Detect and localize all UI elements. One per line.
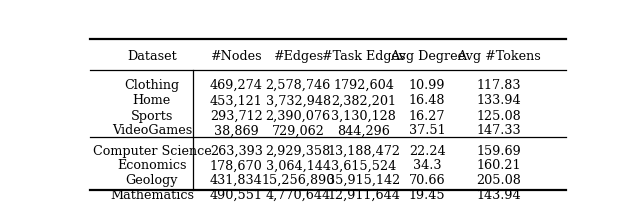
Text: Home: Home — [132, 95, 171, 107]
Text: #Task Edges: #Task Edges — [322, 50, 406, 63]
Text: 34.3: 34.3 — [413, 159, 442, 172]
Text: 15,256,890: 15,256,890 — [262, 174, 335, 187]
Text: 117.83: 117.83 — [477, 79, 522, 92]
Text: 19.45: 19.45 — [409, 189, 445, 202]
Text: 3,064,144: 3,064,144 — [266, 159, 331, 172]
Text: Dataset: Dataset — [127, 50, 177, 63]
Text: 38,869: 38,869 — [214, 124, 259, 137]
Text: 2,929,358: 2,929,358 — [266, 145, 331, 158]
Text: 35,915,142: 35,915,142 — [327, 174, 401, 187]
Text: 2,382,201: 2,382,201 — [332, 95, 396, 107]
Text: 125.08: 125.08 — [477, 110, 522, 123]
Text: 133.94: 133.94 — [477, 95, 522, 107]
Text: 147.33: 147.33 — [477, 124, 522, 137]
Text: 16.48: 16.48 — [409, 95, 445, 107]
Text: 263,393: 263,393 — [210, 145, 262, 158]
Text: 431,834: 431,834 — [210, 174, 262, 187]
Text: Economics: Economics — [117, 159, 187, 172]
Text: 453,121: 453,121 — [210, 95, 262, 107]
Text: 205.08: 205.08 — [477, 174, 522, 187]
Text: 3,130,128: 3,130,128 — [332, 110, 396, 123]
Text: #Nodes: #Nodes — [211, 50, 262, 63]
Text: 37.51: 37.51 — [409, 124, 445, 137]
Text: 293,712: 293,712 — [210, 110, 262, 123]
Text: Geology: Geology — [125, 174, 178, 187]
Text: 844,296: 844,296 — [337, 124, 390, 137]
Text: Mathematics: Mathematics — [110, 189, 194, 202]
Text: Avg Degree: Avg Degree — [390, 50, 465, 63]
Text: 12,911,644: 12,911,644 — [327, 189, 400, 202]
Text: 159.69: 159.69 — [477, 145, 522, 158]
Text: 70.66: 70.66 — [409, 174, 445, 187]
Text: Computer Science: Computer Science — [93, 145, 211, 158]
Text: 16.27: 16.27 — [409, 110, 445, 123]
Text: 469,274: 469,274 — [210, 79, 262, 92]
Text: 10.99: 10.99 — [409, 79, 445, 92]
Text: 178,670: 178,670 — [210, 159, 262, 172]
Text: 143.94: 143.94 — [477, 189, 522, 202]
Text: 4,770,644: 4,770,644 — [266, 189, 331, 202]
Text: Clothing: Clothing — [124, 79, 179, 92]
Text: 2,390,076: 2,390,076 — [266, 110, 331, 123]
Text: VideoGames: VideoGames — [112, 124, 192, 137]
Text: 22.24: 22.24 — [409, 145, 445, 158]
Text: #Edges: #Edges — [273, 50, 323, 63]
Text: 2,578,746: 2,578,746 — [266, 79, 331, 92]
Text: Avg #Tokens: Avg #Tokens — [457, 50, 541, 63]
Text: 13,188,472: 13,188,472 — [327, 145, 400, 158]
Text: Sports: Sports — [131, 110, 173, 123]
Text: 729,062: 729,062 — [272, 124, 324, 137]
Text: 1792,604: 1792,604 — [333, 79, 394, 92]
Text: 3,615,524: 3,615,524 — [331, 159, 396, 172]
Text: 160.21: 160.21 — [477, 159, 522, 172]
Text: 3,732,948: 3,732,948 — [266, 95, 331, 107]
Text: 490,551: 490,551 — [210, 189, 263, 202]
